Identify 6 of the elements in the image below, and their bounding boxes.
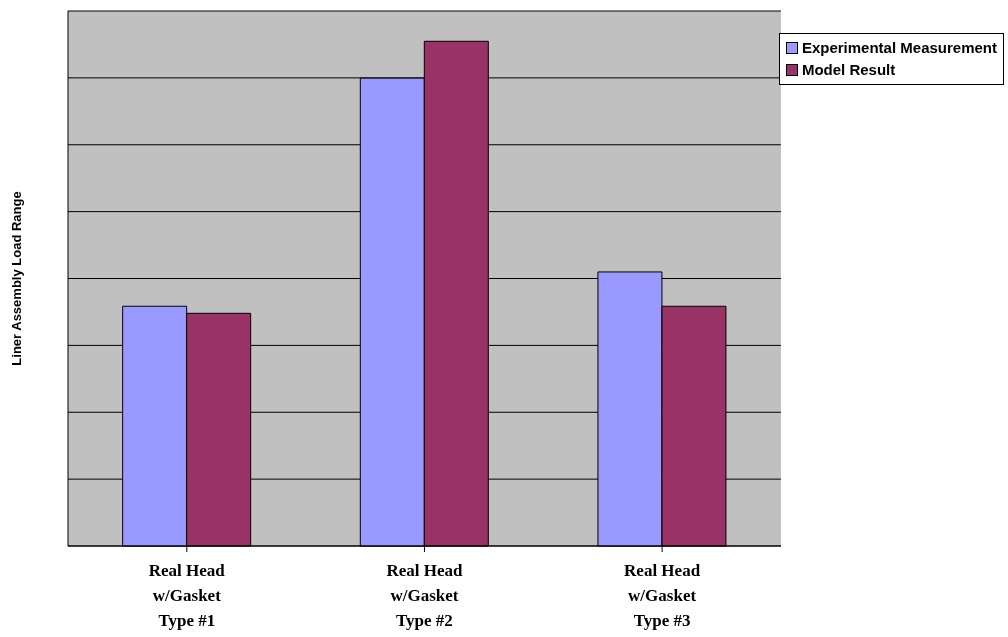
y-axis-title: Liner Assembly Load Range <box>8 191 24 366</box>
legend-label: Model Result <box>800 60 897 80</box>
x-tick-label: Real Head w/Gasket Type #2 <box>386 561 464 630</box>
x-tick-label: Real Head w/Gasket Type #3 <box>624 561 701 630</box>
legend-label: Experimental Measurement <box>800 38 997 58</box>
x-tick-label: Real Head w/Gasket Type #1 <box>148 561 226 630</box>
